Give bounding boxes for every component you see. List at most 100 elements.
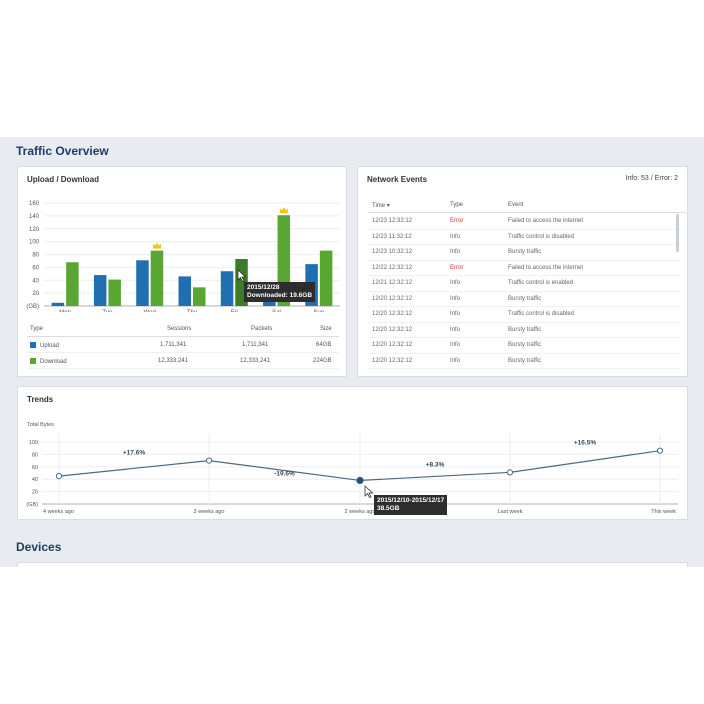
x-tick-label: Sun xyxy=(314,310,325,312)
y-tick-label: 100 xyxy=(29,240,40,246)
x-tick-label: Sat xyxy=(272,310,281,312)
event-row[interactable]: 12/20 12:32:12 Info Bursty traffic xyxy=(368,338,680,354)
event-row[interactable]: 12/20 12:32:12 Info Bursty traffic xyxy=(368,292,680,307)
trend-tooltip: 2015/12/10-2015/12/17 38.5GB xyxy=(374,495,448,515)
x-tick-label: 3 weeks ago xyxy=(194,509,225,515)
event-time: 12/20 12:32:12 xyxy=(372,295,413,302)
event-row[interactable]: 12/23 10:32:12 Info Bursty traffic xyxy=(368,245,680,261)
events-scrollbar[interactable] xyxy=(676,214,679,252)
y-tick-label: (GB) xyxy=(26,502,38,508)
y-tick-label: (GB) xyxy=(26,304,39,310)
trend-tooltip-range: 2015/12/10-2015/12/17 xyxy=(377,497,445,504)
y-tick-label: 140 xyxy=(29,214,40,220)
row-size: 64GB xyxy=(316,342,332,348)
change-label: +16.5% xyxy=(574,440,596,447)
event-row[interactable]: 12/20 12:32:12 Info Traffic control is dis… xyxy=(368,307,680,323)
event-type: Error xyxy=(450,264,464,271)
trends-title: Trends xyxy=(27,395,54,404)
event-type: Info xyxy=(450,326,461,333)
cursor-icon xyxy=(364,485,374,498)
event-row[interactable]: 12/22 12:32:12 Error Failed to access the … xyxy=(368,261,680,276)
event-time: 12/20 12:32:12 xyxy=(372,326,413,333)
row-size: 224GB xyxy=(313,358,332,364)
devices-panel xyxy=(17,562,688,567)
trends-chart[interactable]: Total Bytes 100 80 60 40 20 (GB) +17.6% -19.6% +8… xyxy=(18,387,687,519)
y-tick-label: 80 xyxy=(32,452,38,458)
trend-point xyxy=(506,469,514,476)
y-tick-label: 100 xyxy=(29,440,38,446)
bar-upload-thu xyxy=(178,276,191,306)
event-time: 12/22 12:32:12 xyxy=(372,264,413,271)
event-time: 12/23 10:32:12 xyxy=(372,249,413,255)
y-tick-label: 40 xyxy=(32,278,39,284)
event-row[interactable]: 12/23 11:32:12 Info Traffic control is dis… xyxy=(368,230,680,245)
bar-upload-tue xyxy=(93,275,107,306)
event-time: 12/20 12:32:12 xyxy=(372,311,413,317)
bar-download-sun xyxy=(319,250,333,306)
table-header: Type Sessions Packets Size xyxy=(27,322,339,337)
bar-download-thu xyxy=(193,287,206,306)
y-tick-label: 120 xyxy=(29,227,40,233)
network-events-title: Network Events xyxy=(367,175,428,184)
event-row[interactable]: 12/23 12:32:12 Error Failed to access the … xyxy=(368,214,680,230)
traffic-summary-table: Type Sessions Packets Size Upload 1,711,… xyxy=(27,322,339,372)
bar-upload-mon xyxy=(51,302,65,306)
event-text: Traffic control is enabled xyxy=(508,280,574,286)
col-type: Type xyxy=(30,326,44,332)
x-tick-label: Wed xyxy=(144,310,156,312)
col-type: Type xyxy=(450,202,464,208)
x-tick-label: Mon xyxy=(59,310,71,312)
col-size: Size xyxy=(320,326,332,332)
crown-icon xyxy=(279,207,288,214)
event-time: 12/20 12:32:12 xyxy=(372,357,413,364)
y-tick-label: 160 xyxy=(29,201,40,207)
x-tick-label: Tue xyxy=(102,310,113,312)
event-row[interactable]: 12/20 12:32:12 Info Bursty traffic xyxy=(368,323,680,338)
network-events-summary: Info: 53 / Error: 2 xyxy=(625,175,678,182)
sort-down-icon: ▾ xyxy=(386,203,390,209)
download-swatch xyxy=(30,358,36,364)
row-packets: 1,711,341 xyxy=(242,342,269,348)
event-type: Info xyxy=(450,280,461,286)
event-type: Info xyxy=(450,357,461,364)
trend-point xyxy=(55,473,63,480)
bar-upload-wed xyxy=(136,260,149,306)
events-table-header: Time ▾ Type Event xyxy=(368,199,686,213)
bar-tooltip: 2015/12/28 Downloaded: 19.6GB xyxy=(244,282,316,302)
event-text: Bursty traffic xyxy=(508,357,542,364)
col-packets: Packets xyxy=(251,326,273,332)
x-tick-label: This week xyxy=(651,509,676,515)
x-tick-label: 2 weeks ago xyxy=(345,509,376,515)
event-type: Info xyxy=(450,233,461,240)
event-time: 12/20 12:32:12 xyxy=(372,342,413,348)
event-text: Bursty traffic xyxy=(508,249,542,255)
row-sessions: 12,333,241 xyxy=(158,358,189,364)
table-row: Upload 1,711,341 1,711,341 64GB xyxy=(27,338,339,353)
x-tick-label: 4 weeks ago xyxy=(43,509,74,515)
trend-point xyxy=(205,457,213,464)
trend-tooltip-value: 38.5GB xyxy=(377,505,400,512)
event-type: Info xyxy=(450,311,461,317)
event-text: Traffic control is disabled xyxy=(508,311,575,317)
x-tick-label: Last week xyxy=(498,509,523,515)
row-type: Upload xyxy=(40,343,60,349)
col-time[interactable]: Time ▾ xyxy=(372,202,390,209)
trends-panel: Trends Total Bytes 100 80 60 40 20 (GB) +17.6% -… xyxy=(17,386,688,520)
event-type: Info xyxy=(450,295,461,302)
x-tick-label: Fri xyxy=(231,310,238,312)
y-tick-label: 20 xyxy=(32,490,38,496)
event-time: 12/23 12:32:12 xyxy=(372,218,413,224)
y-tick-label: 60 xyxy=(32,465,38,471)
event-text: Failed to access the internet xyxy=(508,218,584,224)
crown-icon xyxy=(152,242,161,249)
x-tick-label: Thu xyxy=(187,310,197,312)
event-row[interactable]: 12/20 12:32:12 Info Bursty traffic xyxy=(368,354,680,369)
event-row[interactable]: 12/21 12:32:12 Info Traffic control is ena… xyxy=(368,276,680,292)
col-event: Event xyxy=(508,202,524,208)
change-label: +8.3% xyxy=(426,461,445,468)
devices-title: Devices xyxy=(16,540,62,554)
row-packets: 12,333,241 xyxy=(240,358,271,364)
y-tick-label: 60 xyxy=(32,265,39,271)
bar-download-tue xyxy=(108,279,121,306)
y-axis-title: Total Bytes xyxy=(27,422,54,428)
